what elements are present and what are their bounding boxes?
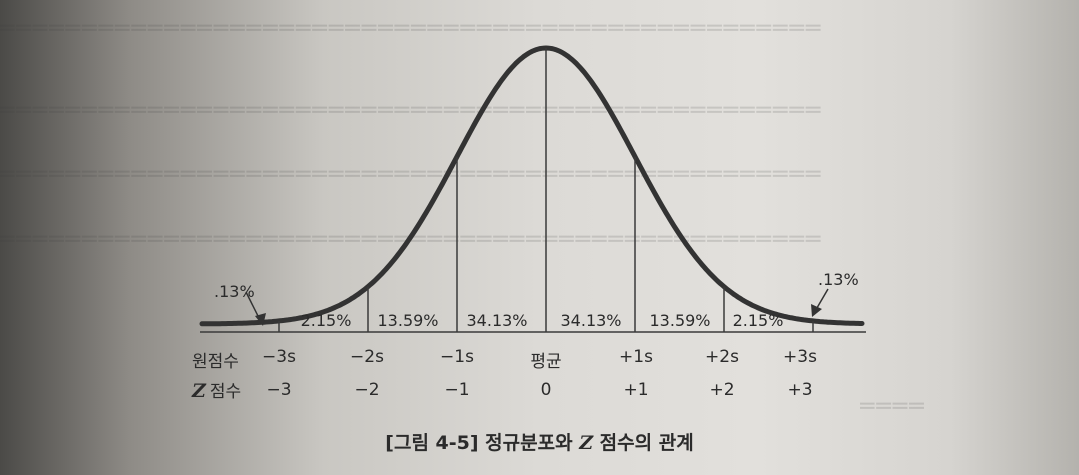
segment-label: 13.59% — [649, 311, 711, 330]
segment-label: 2.15% — [300, 311, 352, 330]
left-tail-label: .13% — [214, 282, 255, 301]
figure-caption: [그림 4-5] 정규분포와 Z 점수의 관계 — [0, 428, 1079, 455]
z-tick: −1 — [444, 380, 470, 400]
z-symbol: Z — [192, 380, 206, 402]
raw-tick: −1s — [440, 347, 474, 367]
normal-curve — [199, 45, 865, 327]
raw-score-row-label: 원점수 — [192, 352, 239, 372]
caption-z-symbol: Z — [579, 432, 594, 454]
segment-label: 34.13% — [560, 311, 622, 330]
raw-tick: +2s — [705, 347, 739, 367]
z-tick: +2 — [709, 380, 735, 400]
z-tick: −2 — [354, 380, 380, 400]
z-tick: +1 — [623, 380, 649, 400]
bleed-through-text: ════════════════════════════════════════… — [0, 14, 823, 42]
z-score-row-label: Z 점수 — [192, 377, 241, 402]
segment-label: 2.15% — [732, 311, 784, 330]
z-tick: +3 — [787, 380, 813, 400]
right-tail-label: .13% — [818, 270, 859, 289]
raw-tick: +1s — [619, 347, 653, 367]
z-row-text: 점수 — [209, 382, 242, 402]
raw-tick: 평균 — [530, 352, 562, 372]
raw-tick: −3s — [262, 347, 296, 367]
z-tick: 0 — [540, 380, 552, 400]
right-tail-arrowhead — [811, 304, 822, 317]
segment-label: 13.59% — [377, 311, 439, 330]
bleed-through-text: ════ — [860, 392, 926, 420]
z-tick: −3 — [266, 380, 292, 400]
segment-label: 34.13% — [466, 311, 528, 330]
caption-prefix: [그림 4-5] 정규분포와 — [385, 432, 580, 454]
bleed-through-text: ════════════════════════════════════════… — [0, 96, 823, 124]
raw-tick: −2s — [350, 347, 384, 367]
left-tail-arrowhead — [255, 313, 266, 326]
sd-dividers — [278, 48, 814, 332]
caption-suffix: 점수의 관계 — [593, 432, 694, 454]
bleed-through-text: ════════════════════════════════════════… — [0, 160, 823, 188]
raw-tick: +3s — [783, 347, 817, 367]
